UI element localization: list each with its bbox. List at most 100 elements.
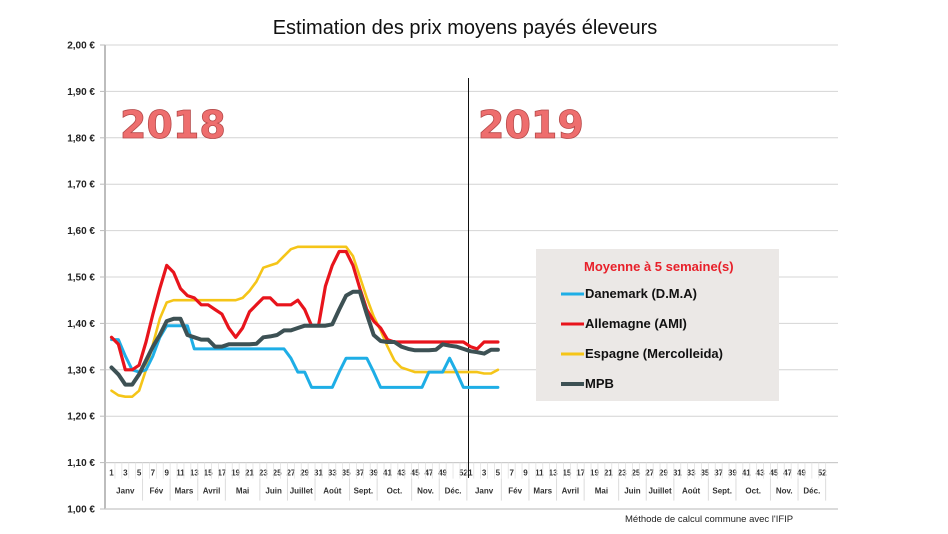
y-tick-label: 1,70 €	[67, 180, 95, 191]
x-tick-label: 23	[618, 469, 627, 478]
y-tick-label: 1,20 €	[67, 412, 95, 423]
x-month-label: Août	[323, 487, 342, 496]
x-tick-label: 49	[438, 469, 447, 478]
x-tick-label: 47	[424, 469, 433, 478]
series-line-mpb	[109, 289, 500, 387]
x-tick-label: 11	[176, 469, 185, 478]
x-tick-label: 27	[286, 469, 295, 478]
legend-label: Danemark (D.M.A)	[585, 286, 697, 301]
x-tick-label: 43	[756, 469, 765, 478]
x-tick-label: 31	[314, 469, 323, 478]
x-month-label: Avril	[562, 487, 580, 496]
legend-title: Moyenne à 5 semaine(s)	[584, 259, 734, 274]
x-tick-label: 3	[482, 469, 487, 478]
x-month-label: Déc.	[803, 487, 820, 496]
x-tick-label: 19	[590, 469, 599, 478]
legend-label: Espagne (Mercolleida)	[585, 346, 723, 361]
x-tick-label: 31	[673, 469, 682, 478]
x-tick-label: 13	[190, 469, 199, 478]
y-tick-label: 1,50 €	[67, 273, 95, 284]
legend: Moyenne à 5 semaine(s) Danemark (D.M.A) A…	[536, 249, 779, 401]
x-tick-label: 37	[355, 469, 364, 478]
x-tick-label: 43	[397, 469, 406, 478]
x-tick-label: 33	[687, 469, 696, 478]
y-tick-label: 1,10 €	[67, 458, 95, 469]
year-label-2019: 2019	[478, 103, 584, 147]
x-tick-label: 5	[496, 469, 501, 478]
x-tick-label: 7	[151, 469, 156, 478]
x-tick-label: 41	[383, 469, 392, 478]
x-month-label: Janv	[116, 487, 135, 496]
x-month-label: Fév	[149, 487, 163, 496]
x-tick-label: 15	[204, 469, 213, 478]
x-month-label: Déc.	[445, 487, 462, 496]
x-tick-label: 9	[164, 469, 169, 478]
x-month-label: Juillet	[648, 487, 671, 496]
x-month-label: Août	[682, 487, 701, 496]
x-month-label: Oct.	[387, 487, 403, 496]
x-tick-label: 5	[137, 469, 142, 478]
x-tick-label: 23	[259, 469, 268, 478]
x-tick-label: 21	[604, 469, 613, 478]
legend-label: MPB	[585, 376, 614, 391]
x-month-label: Mars	[533, 487, 552, 496]
x-tick-label: 29	[300, 469, 309, 478]
x-month-label: Juin	[265, 487, 282, 496]
x-tick-label: 1	[109, 469, 114, 478]
x-tick-label: 25	[273, 469, 282, 478]
x-month-label: Juillet	[290, 487, 313, 496]
year-label-2018: 2018	[120, 103, 226, 147]
x-month-label: Janv	[475, 487, 494, 496]
x-tick-label: 39	[728, 469, 737, 478]
x-month-label: Nov.	[417, 487, 434, 496]
x-tick-label: 17	[217, 469, 226, 478]
x-month-label: Sept.	[354, 487, 374, 496]
x-tick-label: 17	[576, 469, 585, 478]
chart-title: Estimation des prix moyens payés éleveur…	[273, 17, 658, 39]
x-month-label: Mars	[175, 487, 194, 496]
series-lines	[109, 245, 500, 399]
x-tick-label: 47	[783, 469, 792, 478]
x-tick-label: 13	[549, 469, 558, 478]
x-tick-label: 19	[231, 469, 240, 478]
y-tick-label: 2,00 €	[67, 41, 95, 52]
x-tick-label: 35	[342, 469, 351, 478]
series-line-danemark-d-m-a	[110, 324, 500, 389]
x-month-label: Avril	[203, 487, 221, 496]
y-tick-label: 1,60 €	[67, 226, 95, 237]
x-tick-label: 35	[700, 469, 709, 478]
y-tick-label: 1,00 €	[67, 505, 95, 516]
y-tick-label: 1,40 €	[67, 319, 95, 330]
y-tick-label: 1,30 €	[67, 365, 95, 376]
series-line-allemagne-ami	[109, 249, 500, 372]
x-tick-label: 37	[714, 469, 723, 478]
x-tick-label: 7	[509, 469, 514, 478]
y-axis-ticks: 1,00 € 1,10 € 1,20 € 1,30 € 1,40 € 1,50 € 1,60…	[67, 41, 95, 516]
x-tick-label: 41	[742, 469, 751, 478]
y-tick-label: 1,90 €	[67, 87, 95, 98]
x-month-label: Oct.	[745, 487, 761, 496]
x-tick-label: 27	[645, 469, 654, 478]
x-tick-label: 52	[459, 469, 468, 478]
x-month-label: Sept.	[712, 487, 732, 496]
y-tick-label: 1,80 €	[67, 133, 95, 144]
x-tick-label: 1	[468, 469, 473, 478]
x-tick-label: 39	[369, 469, 378, 478]
x-month-label: Mai	[595, 487, 608, 496]
x-tick-label: 15	[562, 469, 571, 478]
x-tick-label: 52	[818, 469, 827, 478]
x-month-label: Juin	[624, 487, 641, 496]
legend-label: Allemagne (AMI)	[585, 316, 687, 331]
x-axis: 1 3 5 7 9 11 13 15 17 19 21 23 25 27 29 31 33 35 37 39 41 43 4…	[105, 462, 838, 510]
x-tick-label: 25	[631, 469, 640, 478]
x-tick-label: 33	[328, 469, 337, 478]
x-tick-label: 45	[411, 469, 420, 478]
x-tick-label: 3	[123, 469, 128, 478]
x-month-label: Fév	[508, 487, 522, 496]
x-tick-label: 45	[769, 469, 778, 478]
x-tick-label: 11	[535, 469, 544, 478]
x-tick-label: 49	[797, 469, 806, 478]
x-tick-label: 29	[659, 469, 668, 478]
source-note: Méthode de calcul commune avec l'IFIP	[625, 514, 793, 525]
